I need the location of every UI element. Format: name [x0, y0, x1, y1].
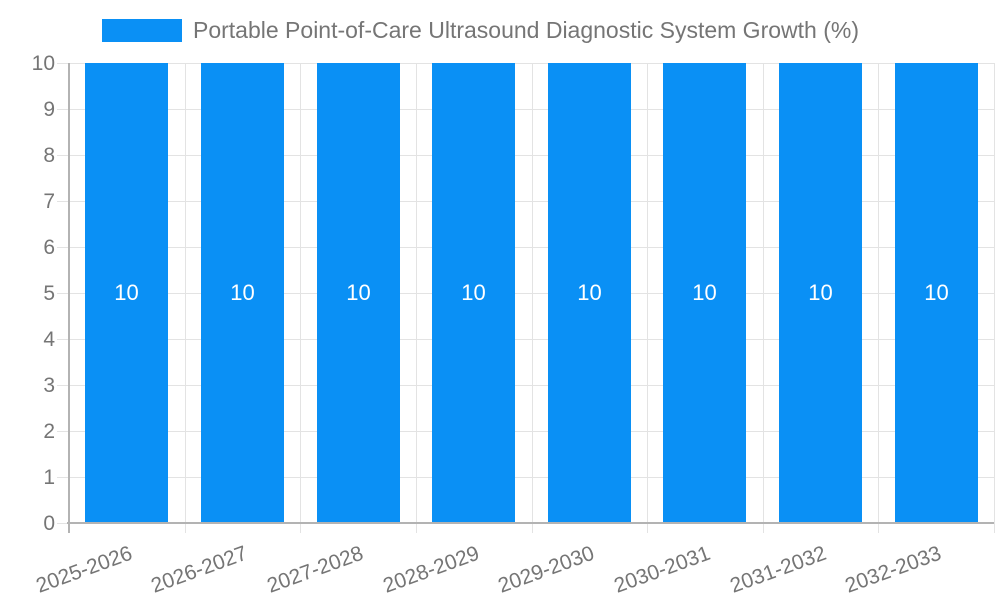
y-gridline	[57, 339, 994, 340]
legend: Portable Point-of-Care Ultrasound Diagno…	[102, 19, 859, 42]
x-axis-tick-label: 2032-2033	[841, 541, 944, 598]
x-axis-tick-label: 2031-2032	[726, 541, 829, 598]
bar-value-label: 10	[692, 280, 717, 305]
y-axis-tick-label: 7	[43, 190, 55, 213]
bar-value-label: 10	[230, 280, 255, 305]
x-axis-tick-label: 2029-2030	[494, 541, 597, 598]
y-gridline	[57, 431, 994, 432]
x-axis-tick-label: 2027-2028	[263, 541, 366, 598]
bar	[663, 63, 746, 523]
bar	[432, 63, 515, 523]
y-axis-tick-label: 5	[43, 282, 55, 305]
bar-value-label: 10	[114, 280, 139, 305]
x-axis-tick-label: 2028-2029	[379, 541, 482, 598]
bar	[317, 63, 400, 523]
x-gridline	[416, 63, 417, 533]
y-gridline	[57, 63, 994, 64]
y-axis-tick-label: 9	[43, 98, 55, 121]
bar-value-label: 10	[461, 280, 486, 305]
x-axis-tick-label: 2026-2027	[147, 541, 250, 598]
bar-value-label: 10	[577, 280, 602, 305]
x-gridline	[185, 63, 186, 533]
legend-swatch	[102, 19, 182, 42]
legend-label: Portable Point-of-Care Ultrasound Diagno…	[193, 17, 859, 43]
y-gridline	[57, 293, 994, 294]
x-gridline	[994, 63, 995, 533]
y-gridline	[57, 477, 994, 478]
bar	[201, 63, 284, 523]
bar	[85, 63, 168, 523]
x-gridline	[647, 63, 648, 533]
y-gridline	[57, 385, 994, 386]
bar	[895, 63, 978, 523]
y-gridline	[57, 109, 994, 110]
y-axis-tick-label: 0	[43, 512, 55, 535]
x-axis-tick-label: 2025-2026	[32, 541, 135, 598]
y-axis-tick-label: 2	[43, 420, 55, 443]
x-gridline	[763, 63, 764, 533]
y-axis-tick-label: 4	[43, 328, 55, 351]
bar	[548, 63, 631, 523]
bar-value-label: 10	[924, 280, 949, 305]
x-gridline	[300, 63, 301, 533]
x-gridline	[878, 63, 879, 533]
x-axis-tick-label: 2030-2031	[610, 541, 713, 598]
y-gridline	[57, 201, 994, 202]
bar	[779, 63, 862, 523]
bar-value-label: 10	[808, 280, 833, 305]
y-axis-tick-label: 6	[43, 236, 55, 259]
y-axis-line	[68, 63, 70, 533]
x-axis-line	[67, 522, 994, 524]
y-axis-tick-label: 1	[43, 466, 55, 489]
x-gridline	[532, 63, 533, 533]
bar-value-label: 10	[346, 280, 371, 305]
y-gridline	[57, 247, 994, 248]
y-gridline	[57, 155, 994, 156]
y-axis-tick-label: 8	[43, 144, 55, 167]
y-axis-tick-label: 3	[43, 374, 55, 397]
y-axis-tick-label: 10	[31, 52, 55, 75]
